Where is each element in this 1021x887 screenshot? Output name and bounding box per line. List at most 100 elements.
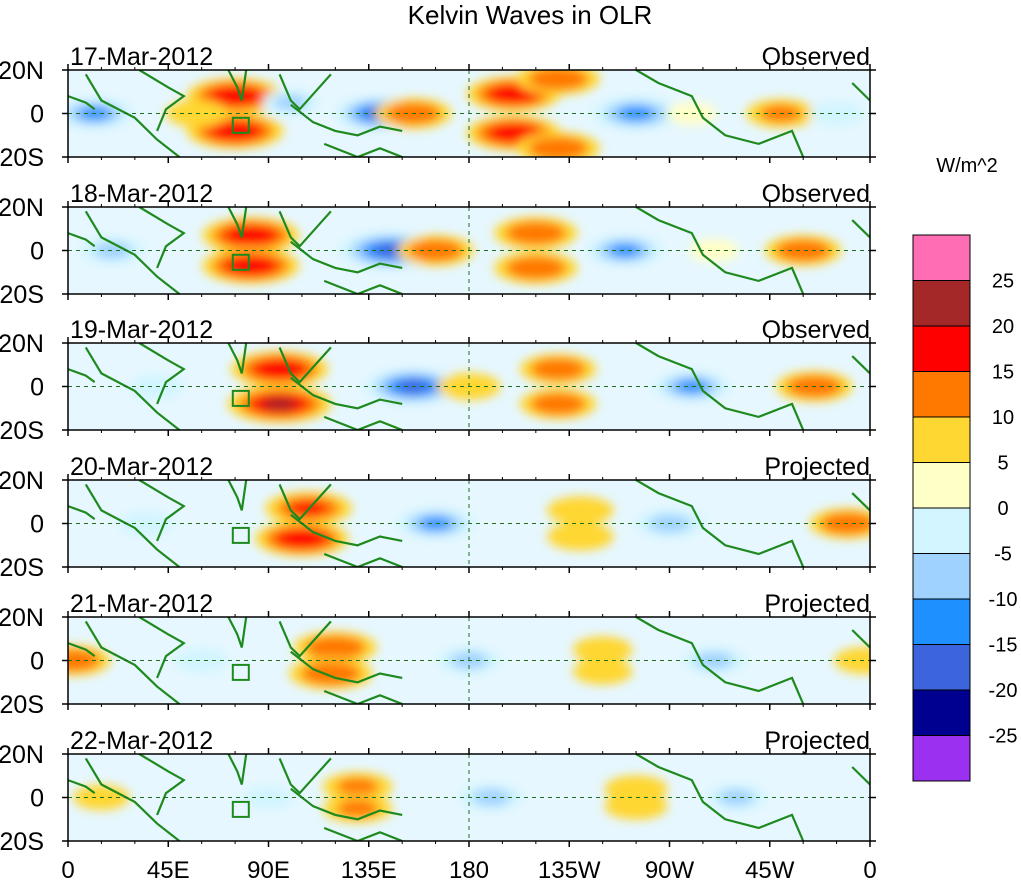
olr-field [68, 70, 864, 157]
x-tick-label: 90E [247, 857, 290, 884]
coast-line [227, 343, 248, 374]
y-tick-label: 20S [0, 691, 44, 719]
colorbar-swatch [912, 325, 971, 372]
colorbar-swatch [912, 462, 971, 509]
olr-anomaly [584, 641, 621, 658]
coast-line [138, 754, 186, 816]
olr-anomaly [541, 397, 575, 411]
olr-anomaly [234, 259, 267, 272]
coast-line [290, 650, 403, 684]
y-tick-label: 20S [0, 417, 44, 445]
panel-5: 20N 0 20S 21-Mar-2012 Projected [0, 590, 876, 719]
coast-line [290, 240, 403, 274]
olr-field [119, 491, 870, 557]
panel-status: Projected [764, 453, 870, 481]
y-tick-label: 20S [0, 554, 44, 582]
coast-line [138, 480, 186, 542]
x-tick-label: 0 [863, 857, 876, 884]
coast-line [323, 689, 403, 704]
coast-line [227, 617, 248, 648]
colorbar-label: -20 [989, 680, 1018, 702]
coastlines [68, 70, 870, 157]
x-tick-label: 135W [538, 857, 601, 884]
olr-anomaly [286, 532, 318, 545]
olr-anomaly [540, 141, 576, 156]
coast-line [278, 210, 332, 248]
coast-line [227, 480, 248, 511]
x-tick-label: 0 [61, 857, 74, 884]
coast-line [290, 376, 403, 410]
colorbar-swatch [912, 371, 971, 418]
coastlines [68, 207, 870, 294]
coast-line [851, 766, 870, 786]
colorbar-label: -10 [989, 589, 1018, 611]
y-tick-label: 0 [30, 101, 44, 129]
coast-line [278, 757, 332, 795]
olr-anomaly [218, 124, 252, 137]
panel-status: Projected [764, 727, 870, 755]
olr-anomaly [472, 789, 511, 806]
olr-anomaly [541, 362, 575, 376]
coastlines [68, 617, 870, 704]
colorbar-label: 0 [997, 498, 1008, 520]
coast-line [851, 492, 870, 512]
olr-anomaly [262, 397, 297, 411]
coast-line [323, 279, 403, 294]
panel-date: 20-Mar-2012 [70, 453, 213, 481]
olr-anomaly [336, 777, 379, 796]
coast-line [138, 70, 186, 132]
olr-anomaly [273, 95, 308, 111]
colorbar-swatch [912, 689, 971, 736]
colorbar-swatch [912, 735, 971, 782]
y-tick-label: 20S [0, 281, 44, 309]
coast-line [68, 368, 96, 383]
x-axis: 0 45E 90E 135E 180 135W 90W 45W 0 [61, 857, 876, 884]
y-tick-label: 0 [30, 648, 44, 676]
coast-line [138, 343, 186, 405]
coast-line [635, 617, 805, 704]
panels: 20N 0 20S 17-Mar-2012 Observed 20N 0 20S 18-Mar-… [0, 43, 876, 856]
olr-anomaly [846, 652, 870, 669]
olr-anomaly [517, 260, 554, 275]
panel-status: Projected [764, 590, 870, 618]
coast-line [138, 617, 186, 679]
colorbar-label: 25 [992, 271, 1014, 293]
coast-line [635, 207, 805, 294]
coast-line [84, 346, 181, 430]
colorbar-swatch [912, 507, 971, 554]
y-tick-label: 0 [30, 511, 44, 539]
olr-anomaly [786, 243, 820, 258]
colorbar-swatch [912, 598, 971, 645]
coast-line [851, 219, 870, 239]
coast-line [635, 754, 805, 841]
region-box [231, 253, 250, 271]
coast-line [290, 103, 403, 137]
coast-line [323, 552, 403, 567]
y-tick-label: 20N [0, 57, 44, 85]
olr-anomaly [540, 71, 576, 86]
coast-line [323, 826, 403, 841]
panel-4: 20N 0 20S 20-Mar-2012 Projected [0, 453, 876, 582]
coast-line [84, 757, 181, 841]
coast-line [851, 629, 870, 649]
olr-anomaly [560, 528, 601, 545]
olr-anomaly [419, 243, 453, 258]
colorbar-units: W/m^2 [936, 155, 998, 177]
coast-line [227, 207, 248, 238]
panel-date: 22-Mar-2012 [70, 727, 213, 755]
olr-anomaly [119, 511, 173, 536]
panel-1: 20N 0 20S 17-Mar-2012 Observed [0, 43, 876, 172]
coast-line [227, 70, 248, 101]
y-tick-label: 20S [0, 828, 44, 856]
y-tick-label: 20S [0, 144, 44, 172]
y-tick-label: 20N [0, 604, 44, 632]
coast-line [635, 343, 805, 430]
coast-line [68, 505, 96, 520]
region-box [231, 389, 250, 407]
olr-anomaly [93, 242, 132, 259]
olr-anomaly [517, 226, 554, 241]
coast-line [84, 210, 181, 294]
coast-line [68, 779, 96, 794]
olr-anomaly [617, 780, 656, 797]
